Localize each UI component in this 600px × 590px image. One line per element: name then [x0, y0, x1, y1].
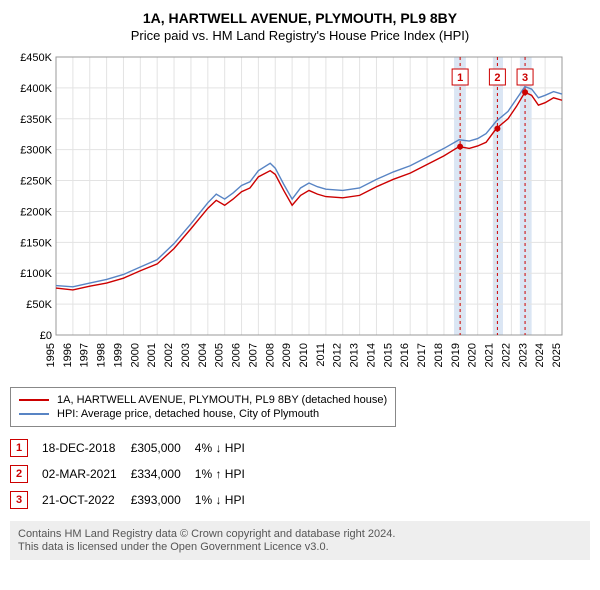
- legend-swatch: [19, 413, 49, 415]
- svg-text:2011: 2011: [315, 343, 327, 367]
- svg-text:1997: 1997: [79, 343, 91, 367]
- table-row: 2 02-MAR-2021£334,0001% ↑ HPI: [10, 461, 259, 487]
- svg-text:1: 1: [457, 72, 463, 84]
- svg-text:1999: 1999: [112, 343, 124, 367]
- table-row: 1 18-DEC-2018£305,0004% ↓ HPI: [10, 435, 259, 461]
- svg-text:2025: 2025: [551, 343, 563, 367]
- svg-text:2002: 2002: [163, 343, 175, 367]
- sales-table: 1 18-DEC-2018£305,0004% ↓ HPI 2 02-MAR-2021…: [10, 435, 259, 513]
- svg-text:2016: 2016: [399, 343, 411, 367]
- sale-date: 18-DEC-2018: [42, 435, 131, 461]
- svg-text:2: 2: [494, 72, 500, 84]
- svg-text:3: 3: [522, 72, 528, 84]
- svg-text:2012: 2012: [332, 343, 344, 367]
- sale-marker: 2: [10, 465, 28, 483]
- chart-subtitle: Price paid vs. HM Land Registry's House …: [10, 28, 590, 43]
- svg-text:2004: 2004: [197, 343, 209, 367]
- footer-attribution: Contains HM Land Registry data © Crown c…: [10, 521, 590, 560]
- sale-price: £305,000: [131, 435, 195, 461]
- svg-text:2018: 2018: [433, 343, 445, 367]
- svg-text:2005: 2005: [214, 343, 226, 367]
- svg-text:£250K: £250K: [20, 176, 52, 188]
- svg-text:1995: 1995: [45, 343, 57, 367]
- svg-text:£150K: £150K: [20, 237, 52, 249]
- svg-text:2010: 2010: [298, 343, 310, 367]
- svg-text:£400K: £400K: [20, 83, 52, 95]
- footer-line-2: This data is licensed under the Open Gov…: [18, 541, 582, 553]
- svg-text:£350K: £350K: [20, 114, 52, 126]
- sale-price: £393,000: [131, 487, 195, 513]
- svg-text:2003: 2003: [180, 343, 192, 367]
- svg-text:1996: 1996: [62, 343, 74, 367]
- sale-price: £334,000: [131, 461, 195, 487]
- svg-text:2021: 2021: [484, 343, 496, 367]
- svg-text:2023: 2023: [517, 343, 529, 367]
- svg-text:2006: 2006: [231, 343, 243, 367]
- svg-text:2024: 2024: [534, 343, 546, 367]
- svg-text:2001: 2001: [146, 343, 158, 367]
- chart-title: 1A, HARTWELL AVENUE, PLYMOUTH, PL9 8BY: [10, 10, 590, 26]
- legend-item: 1A, HARTWELL AVENUE, PLYMOUTH, PL9 8BY (…: [19, 394, 387, 406]
- svg-text:2017: 2017: [416, 343, 428, 367]
- svg-text:2020: 2020: [467, 343, 479, 367]
- svg-text:2008: 2008: [264, 343, 276, 367]
- svg-text:2022: 2022: [500, 343, 512, 367]
- sale-marker: 1: [10, 439, 28, 457]
- svg-text:2019: 2019: [450, 343, 462, 367]
- legend-swatch: [19, 399, 49, 401]
- sale-delta: 4% ↓ HPI: [195, 435, 259, 461]
- svg-text:1998: 1998: [96, 343, 108, 367]
- legend: 1A, HARTWELL AVENUE, PLYMOUTH, PL9 8BY (…: [10, 387, 396, 427]
- svg-text:2015: 2015: [382, 343, 394, 367]
- svg-text:£200K: £200K: [20, 206, 52, 218]
- svg-text:2000: 2000: [129, 343, 141, 367]
- sale-delta: 1% ↓ HPI: [195, 487, 259, 513]
- svg-text:2014: 2014: [365, 343, 377, 367]
- svg-text:£0: £0: [40, 330, 52, 342]
- sale-delta: 1% ↑ HPI: [195, 461, 259, 487]
- legend-item: HPI: Average price, detached house, City…: [19, 408, 387, 420]
- legend-label: HPI: Average price, detached house, City…: [57, 408, 319, 420]
- svg-text:2013: 2013: [349, 343, 361, 367]
- svg-text:£300K: £300K: [20, 145, 52, 157]
- svg-text:2009: 2009: [281, 343, 293, 367]
- table-row: 3 21-OCT-2022£393,0001% ↓ HPI: [10, 487, 259, 513]
- svg-text:£50K: £50K: [26, 299, 52, 311]
- line-chart: £0 £50K £100K £150K £200K £250K £300K £350K £400…: [10, 51, 570, 381]
- legend-label: 1A, HARTWELL AVENUE, PLYMOUTH, PL9 8BY (…: [57, 394, 387, 406]
- sale-date: 21-OCT-2022: [42, 487, 131, 513]
- sale-marker: 3: [10, 491, 28, 509]
- svg-text:2007: 2007: [247, 343, 259, 367]
- svg-text:£100K: £100K: [20, 268, 52, 280]
- sale-date: 02-MAR-2021: [42, 461, 131, 487]
- svg-text:£450K: £450K: [20, 52, 52, 64]
- chart-container: £0 £50K £100K £150K £200K £250K £300K £350K £400…: [10, 51, 590, 381]
- footer-line-1: Contains HM Land Registry data © Crown c…: [18, 528, 582, 540]
